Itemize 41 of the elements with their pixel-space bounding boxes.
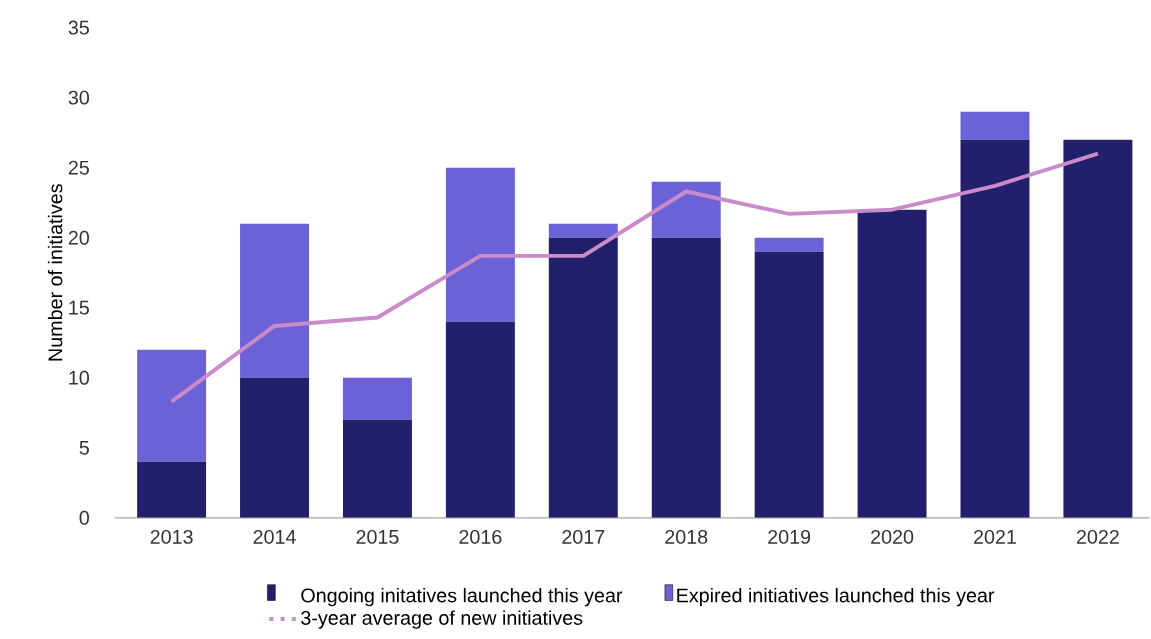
x-tick-label: 2018	[665, 530, 708, 544]
y-axis-title: Number of initiatives	[47, 184, 63, 361]
bar	[651, 237, 721, 518]
y-tick-label: 10	[69, 370, 89, 385]
bar	[240, 223, 310, 378]
x-tick-label: 2015	[356, 530, 399, 544]
y-tick-label: 5	[79, 441, 89, 455]
bar	[445, 321, 515, 518]
bar	[1063, 139, 1133, 518]
line-series	[169, 151, 1100, 404]
bar	[240, 377, 310, 518]
bar	[754, 237, 824, 252]
y-tick-label: 15	[69, 300, 89, 315]
bar	[651, 181, 721, 238]
legend-label: 3-year average of new initiatives	[301, 610, 583, 629]
bar	[857, 209, 927, 518]
legend-label: Expired initiatives launched this year	[677, 588, 995, 607]
y-tick-label: 35	[68, 20, 89, 35]
bar	[342, 419, 412, 518]
bar	[960, 111, 1030, 140]
y-tick-label: 0	[79, 510, 89, 525]
bar	[960, 139, 1030, 518]
legend-label: Ongoing initatives launched this year	[301, 588, 623, 607]
x-tick-label: 2021	[974, 530, 1016, 544]
bar	[137, 461, 207, 518]
x-tick-label: 2020	[871, 530, 914, 544]
bar	[548, 223, 618, 238]
bar	[342, 377, 412, 420]
y-tick-label: 20	[68, 230, 89, 245]
y-tick-label: 30	[68, 90, 89, 105]
bar	[754, 251, 824, 518]
bar	[548, 237, 618, 518]
y-tick-label: 25	[68, 160, 89, 175]
x-tick-label: 2014	[253, 530, 296, 544]
bar	[445, 167, 515, 322]
x-tick-label: 2022	[1076, 530, 1119, 544]
bar	[137, 349, 207, 462]
x-tick-label: 2016	[459, 530, 502, 544]
x-tick-label: 2013	[150, 530, 193, 544]
x-tick-label: 2019	[768, 530, 811, 544]
x-tick-label: 2017	[562, 530, 605, 544]
